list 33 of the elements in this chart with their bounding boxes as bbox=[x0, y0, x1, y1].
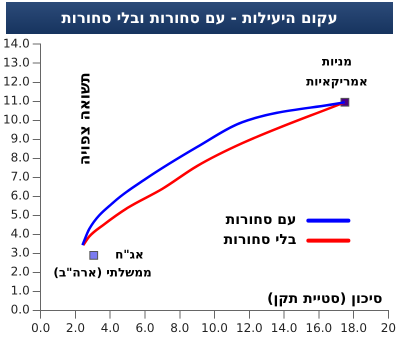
x-axis-title: סיכון (סטיית תקן) bbox=[267, 291, 382, 308]
x-tick-label: 4.0 bbox=[100, 320, 120, 335]
y-tick-label: 3.0 bbox=[10, 246, 30, 260]
x-tick-label: 16.0 bbox=[305, 320, 332, 335]
x-tick-label: 8.0 bbox=[170, 320, 190, 335]
chart-title: עקום היעילות - עם סחורות ובלי סחורות bbox=[6, 2, 393, 34]
y-tick-label: 1.0 bbox=[10, 284, 30, 298]
series-label: אג"ח ממשלתי (ארה"ב) bbox=[53, 248, 152, 280]
x-tick-label: 6.0 bbox=[135, 320, 155, 335]
x-tick-label: 2.0 bbox=[66, 320, 86, 335]
y-tick-label: 2.0 bbox=[10, 264, 30, 279]
y-tick-label: 6.0 bbox=[10, 188, 30, 203]
y-tick-label: 13.0 bbox=[3, 55, 30, 70]
y-tick-label: 0.0 bbox=[10, 302, 30, 317]
x-tick-label: 12.0 bbox=[236, 320, 263, 335]
x-tick-label: 0.0 bbox=[31, 320, 50, 335]
y-tick-label: 5.0 bbox=[10, 208, 30, 222]
x-tick-label: 14.0 bbox=[270, 320, 298, 335]
legend-label: עם סחורות bbox=[226, 212, 296, 228]
y-tick-label: 14.0 bbox=[3, 36, 30, 50]
series-label: מניות אמריקאיות bbox=[306, 54, 368, 88]
x-tick-label: 18.0 bbox=[340, 320, 367, 335]
y-tick-label: 4.0 bbox=[10, 226, 30, 241]
y-tick-label: 12.0 bbox=[3, 74, 30, 88]
x-tick-label: 20 bbox=[380, 320, 396, 335]
legend-label: בלי סחורות bbox=[224, 232, 296, 248]
y-tick-label: 9.0 bbox=[10, 131, 30, 146]
x-tick-label: 10.0 bbox=[201, 320, 228, 335]
y-tick-label: 8.0 bbox=[10, 150, 30, 164]
y-tick-label: 7.0 bbox=[10, 170, 30, 184]
y-axis-title: תשואה צפויה bbox=[76, 72, 94, 166]
y-tick-label: 11.0 bbox=[3, 93, 30, 108]
y-tick-label: 10.0 bbox=[3, 112, 30, 126]
